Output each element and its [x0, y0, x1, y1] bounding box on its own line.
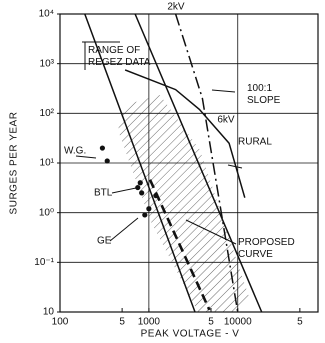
- series-line: [174, 13, 239, 313]
- series-label: RURAL: [238, 137, 272, 148]
- series-label: GE: [97, 236, 112, 247]
- pointer: [111, 187, 137, 194]
- y-axis-title: SURGES PER YEAR: [9, 112, 20, 215]
- y-tick-label: 10⁻¹: [34, 257, 54, 268]
- pointer: [185, 219, 237, 245]
- pointer: [109, 217, 139, 242]
- y-tick-label: 10¹: [40, 158, 55, 169]
- x-tick-label: 5: [119, 317, 125, 328]
- data-point: [153, 193, 159, 199]
- x-tick-label: 10000: [224, 317, 252, 328]
- x-tick-label: 5: [208, 317, 214, 328]
- pointer: [227, 164, 243, 169]
- y-tick-label: 10³: [40, 58, 55, 69]
- hatched-region: [118, 95, 250, 312]
- series-line: [124, 69, 246, 198]
- y-tick-label: 10: [43, 307, 55, 318]
- data-point: [135, 184, 141, 191]
- x-tick-label: 1000: [138, 317, 161, 328]
- data-point: [142, 212, 148, 218]
- annotation: 6kV: [217, 115, 235, 126]
- y-tick-label: 10²: [40, 108, 55, 119]
- x-tick-label: 100: [52, 317, 69, 328]
- data-point: [99, 145, 106, 151]
- annotation: 2kV: [167, 2, 185, 13]
- pointer: [211, 89, 236, 93]
- series-label: RANGE OF REGEZ DATA: [88, 45, 151, 68]
- series-label: 100:1 SLOPE: [247, 83, 281, 106]
- data-point: [104, 158, 110, 164]
- x-axis-title: PEAK VOLTAGE - V: [141, 329, 240, 340]
- pointer: [75, 155, 97, 159]
- series-label: PROPOSED CURVE: [238, 237, 295, 260]
- series-line: [84, 13, 263, 313]
- y-tick-label: 10⁰: [39, 207, 54, 218]
- series-label: BTL: [94, 188, 113, 199]
- series-line: [148, 179, 211, 311]
- series-label: W.G.: [64, 146, 86, 157]
- x-tick-label: 5: [297, 317, 303, 328]
- data-point: [137, 180, 143, 186]
- y-tick-label: 10⁴: [39, 9, 54, 20]
- data-point: [139, 190, 145, 196]
- data-point: [146, 206, 152, 212]
